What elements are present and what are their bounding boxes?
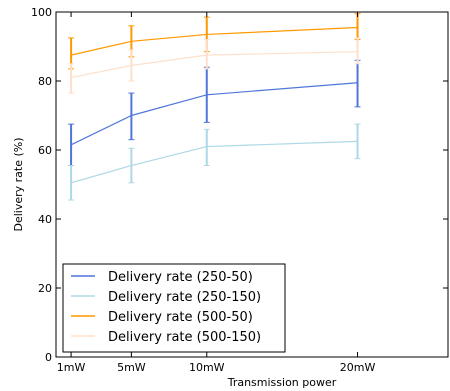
legend-box	[62, 263, 286, 353]
x-tick-label: 10mW	[189, 361, 225, 374]
legend-label-0: Delivery rate (250-50)	[108, 270, 253, 285]
series-line-0	[70, 82, 358, 146]
y-axis-title: Delivery rate (%)	[12, 137, 25, 231]
x-axis-title: Transmission power	[227, 376, 337, 389]
legend-label-2: Delivery rate (500-50)	[108, 310, 253, 325]
y-tick-label: 100	[31, 6, 52, 19]
series-line-2	[70, 26, 358, 56]
legend-label-1: Delivery rate (250-150)	[108, 290, 261, 305]
series-line-1	[70, 140, 358, 184]
y-tick-label: 0	[45, 351, 52, 364]
legend-label-3: Delivery rate (500-150)	[108, 330, 261, 345]
x-tick-label: 1mW	[57, 361, 86, 374]
x-tick-label: 5mW	[117, 361, 146, 374]
y-tick-label: 60	[38, 144, 52, 157]
x-tick-label: 20mW	[340, 361, 376, 374]
y-tick-label: 20	[38, 282, 52, 295]
y-tick-label: 40	[38, 213, 52, 226]
series-line-3	[70, 51, 358, 79]
plot-frame	[55, 11, 449, 358]
y-tick-label: 80	[38, 75, 52, 88]
